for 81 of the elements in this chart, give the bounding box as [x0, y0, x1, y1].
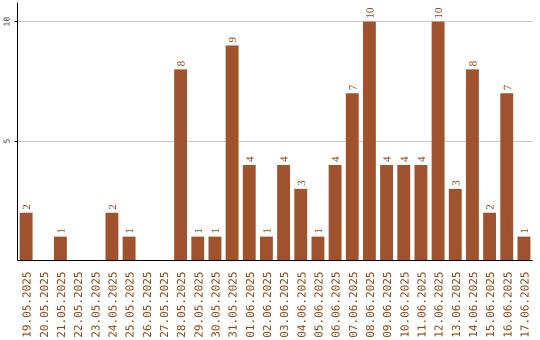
bar: [448, 188, 462, 260]
data-label: 1: [518, 228, 531, 234]
data-label: 1: [261, 228, 274, 234]
x-tick-label: 31.05.2025: [226, 271, 240, 338]
data-label: 3: [296, 180, 308, 186]
x-tick-label: 13.06.2025: [450, 271, 463, 338]
bar: [397, 164, 410, 260]
y-tick-label: 5: [2, 138, 12, 144]
x-tick-label: 15.06.2025: [484, 271, 498, 338]
bar: [208, 236, 222, 260]
x-tick-label: 07.06.2025: [346, 271, 360, 338]
x-tick-label: 20.05.2025: [38, 271, 51, 338]
x-tick-label: 29.05.2025: [192, 271, 206, 338]
x-tick-label: 23.05.2025: [89, 271, 102, 338]
data-label: 1: [124, 228, 136, 234]
x-tick-label: 09.06.2025: [381, 271, 394, 338]
bar: [294, 188, 308, 260]
x-tick-label: 26.05.2025: [140, 271, 154, 338]
x-tick-label: 05.06.2025: [312, 271, 326, 338]
bar: [277, 164, 290, 260]
x-tick-label: 21.05.2025: [54, 271, 68, 338]
bar: [328, 164, 342, 260]
data-label: 8: [467, 60, 480, 66]
bar: [483, 212, 496, 260]
bar: [380, 164, 394, 260]
data-label: 1: [192, 228, 205, 234]
x-tick-label: 30.05.2025: [209, 271, 222, 338]
data-label: 2: [484, 204, 497, 210]
data-label: 4: [416, 156, 428, 162]
data-label: 8: [176, 60, 188, 66]
x-tick-label: 12.06.2025: [432, 271, 446, 338]
x-tick-label: 02.06.2025: [260, 271, 274, 338]
x-tick-label: 03.06.2025: [278, 271, 292, 338]
data-label: 4: [330, 156, 342, 162]
data-label: 4: [382, 156, 394, 162]
x-tick-label: 06.06.2025: [330, 271, 343, 338]
data-label: 1: [55, 228, 68, 234]
data-label: 2: [21, 204, 34, 210]
x-tick-label: 27.05.2025: [158, 271, 171, 338]
bar: [500, 93, 514, 260]
x-tick-label: 10.06.2025: [398, 271, 412, 338]
x-tick-label: 22.05.2025: [72, 271, 86, 338]
bar: [122, 236, 136, 260]
bar: [226, 46, 239, 260]
x-tick-label: 14.06.2025: [466, 271, 480, 338]
bar: [466, 69, 479, 260]
x-tick-label: 28.05.2025: [175, 271, 188, 338]
data-label: 10: [364, 7, 376, 19]
x-tick-label: 17.06.2025: [518, 271, 532, 338]
x-tick-label: 01.06.2025: [244, 271, 257, 338]
data-label: 4: [398, 156, 411, 162]
data-label: 4: [278, 156, 291, 162]
bar: [517, 236, 530, 260]
data-label: 1: [312, 228, 325, 234]
data-label: 2: [106, 204, 119, 210]
bar: [346, 93, 359, 260]
x-tick-label: 25.05.2025: [124, 271, 137, 338]
bar: [260, 236, 273, 260]
x-tick-label: 11.06.2025: [415, 271, 428, 338]
data-label: 7: [347, 84, 360, 90]
bar: [54, 236, 67, 260]
data-label: 9: [227, 36, 240, 42]
data-label: 3: [450, 180, 462, 186]
data-label: 7: [502, 84, 514, 90]
bar: [432, 22, 445, 260]
x-tick-label: 19.05.2025: [20, 271, 34, 338]
x-tick-label: 16.06.2025: [501, 271, 514, 338]
bar: [105, 212, 118, 260]
bar: [20, 212, 33, 260]
data-label: 10: [433, 7, 446, 19]
bar: [414, 164, 428, 260]
bar: [242, 164, 256, 260]
bar: [191, 236, 204, 260]
data-label: 1: [210, 228, 222, 234]
x-tick-label: 04.06.2025: [295, 271, 308, 338]
bar: [362, 22, 376, 260]
bar: [311, 236, 324, 260]
x-tick-label: 08.06.2025: [364, 271, 377, 338]
x-tick-label: 24.05.2025: [106, 271, 120, 338]
data-label: 4: [244, 156, 256, 162]
bar: [174, 69, 188, 260]
